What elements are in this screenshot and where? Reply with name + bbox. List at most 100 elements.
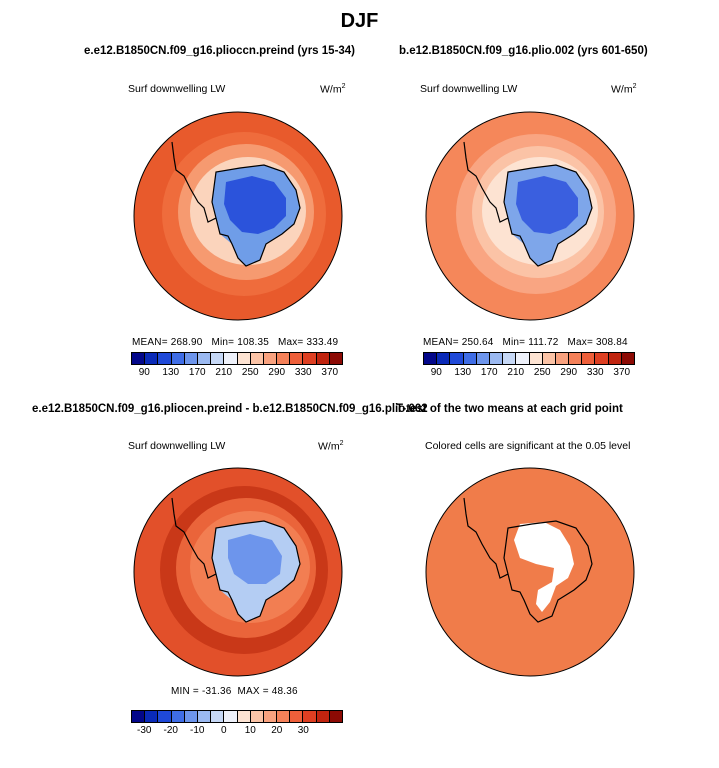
antarctica-coastline (463, 497, 593, 623)
colorbar-swatch (569, 353, 583, 364)
colorbar-tick-label: -20 (163, 725, 178, 736)
colorbar-swatch (595, 353, 609, 364)
max-value: 48.36 (271, 686, 298, 697)
colorbar-swatch (290, 353, 304, 364)
colorbar-tick-label: 370 (613, 367, 631, 378)
colorbar-swatch (303, 711, 317, 722)
colorbar-tick-label: 250 (533, 367, 551, 378)
colorbar-swatch (463, 353, 477, 364)
max-label: Max= (277, 337, 304, 348)
page-title: DJF (340, 10, 379, 32)
panel1-stats: MEAN= 268.90 Min= 108.35 Max= 333.49 (132, 337, 338, 348)
colorbar-swatch (211, 711, 225, 722)
colorbar-swatch (489, 353, 504, 364)
colorbar-tick-label: 0 (220, 725, 227, 736)
colorbar-tick-label: -10 (190, 725, 205, 736)
colorbar-swatch (132, 711, 146, 722)
colorbar-swatch (316, 353, 330, 364)
colorbar-tick-label: 250 (241, 367, 259, 378)
panel1-variable: Surf downwelling LW (128, 83, 226, 95)
colorbar-ticks-panel3: -30 -20 -10 0 10 20 30 (131, 725, 343, 739)
colorbar-tick-label: 170 (188, 367, 206, 378)
colorbar-swatch (250, 711, 264, 722)
colorbar-tick-label: 290 (560, 367, 578, 378)
insignificant-region (514, 522, 574, 612)
colorbar-swatch (145, 711, 159, 722)
min-value: 108.35 (237, 337, 269, 348)
colorbar-swatch (555, 353, 570, 364)
colorbar-swatch (197, 711, 212, 722)
colorbar-tick-label: 30 (297, 725, 309, 736)
colorbar-swatch (608, 353, 622, 364)
colorbar-swatch (542, 353, 556, 364)
colorbar-swatch (171, 711, 185, 722)
panel2-stats: MEAN= 250.64 Min= 111.72 Max= 308.84 (423, 337, 628, 348)
colorbar-swatch (277, 711, 291, 722)
colorbar-swatch (277, 353, 291, 364)
panel3-stats: MIN = -31.36 MAX = 48.36 (171, 686, 298, 697)
panel1-units: W/m2 (320, 83, 346, 96)
antarctica-coastline (171, 141, 301, 267)
colorbar-swatch (476, 353, 490, 364)
colorbar-swatch (250, 353, 264, 364)
panel1-title: e.e12.B1850CN.f09_g16.plioccn.preind (yr… (84, 45, 356, 57)
panel3-title: e.e12.B1850CN.f09_g16.pliocen.preind - b… (32, 403, 428, 415)
panel4-title: T-test of the two means at each grid poi… (396, 403, 623, 415)
colorbar-swatch (237, 353, 251, 364)
map-panel-3 (133, 467, 343, 677)
colorbar-swatch (197, 353, 212, 364)
antarctica-blue-inner (516, 176, 578, 234)
antarctica-coastline (463, 141, 593, 267)
colorbar-tick-label: 20 (271, 725, 283, 736)
max-value: 308.84 (595, 337, 628, 348)
max-label: MAX = (237, 686, 269, 697)
map-panel-2 (425, 111, 635, 321)
mean-value: 250.64 (461, 337, 494, 348)
colorbar-swatch (503, 353, 517, 364)
colorbar-swatch (184, 353, 198, 364)
mean-label: MEAN= (132, 337, 168, 348)
colorbar-swatch (184, 711, 198, 722)
colorbar-swatch (263, 711, 278, 722)
colorbar-swatch (171, 353, 185, 364)
colorbar-swatch (211, 353, 225, 364)
colorbar-swatch (263, 353, 278, 364)
colorbar-tick-label: 90 (138, 367, 150, 378)
panel2-variable: Surf downwelling LW (420, 83, 518, 95)
colorbar-swatch (529, 353, 543, 364)
colorbar-swatch (158, 353, 172, 364)
min-value: 111.72 (528, 337, 559, 348)
colorbar-tick-label: 370 (321, 367, 339, 378)
colorbar-swatch (516, 353, 530, 364)
panel4-note: Colored cells are significant at the 0.0… (425, 440, 631, 452)
map-panel-4 (425, 467, 635, 677)
map-panel-1 (133, 111, 343, 321)
antarctica-blue-inner (228, 534, 282, 584)
colorbar-swatch (224, 711, 238, 722)
colorbar-tick-label: 90 (430, 367, 442, 378)
colorbar-panel3 (131, 710, 343, 723)
colorbar-swatch (424, 353, 438, 364)
colorbar-tick-label: 210 (507, 367, 525, 378)
colorbar-panel2 (423, 352, 635, 365)
panel3-variable: Surf downwelling LW (128, 440, 226, 452)
min-label: MIN = (171, 686, 199, 697)
min-label: Min= (211, 337, 235, 348)
panel2-units: W/m2 (611, 83, 637, 96)
colorbar-swatch (329, 711, 342, 722)
min-label: Min= (502, 337, 526, 348)
mean-value: 268.90 (170, 337, 203, 348)
colorbar-tick-label: 130 (162, 367, 180, 378)
colorbar-swatch (224, 353, 238, 364)
colorbar-swatch (145, 353, 159, 364)
colorbar-tick-label: 210 (215, 367, 233, 378)
colorbar-swatch (437, 353, 451, 364)
colorbar-swatch (316, 711, 330, 722)
colorbar-panel1 (131, 352, 343, 365)
colorbar-tick-label: 330 (294, 367, 312, 378)
significance-field (425, 467, 635, 677)
colorbar-swatch (237, 711, 251, 722)
min-value: -31.36 (201, 686, 232, 697)
antarctica-coastline (171, 497, 301, 623)
colorbar-swatch (582, 353, 596, 364)
